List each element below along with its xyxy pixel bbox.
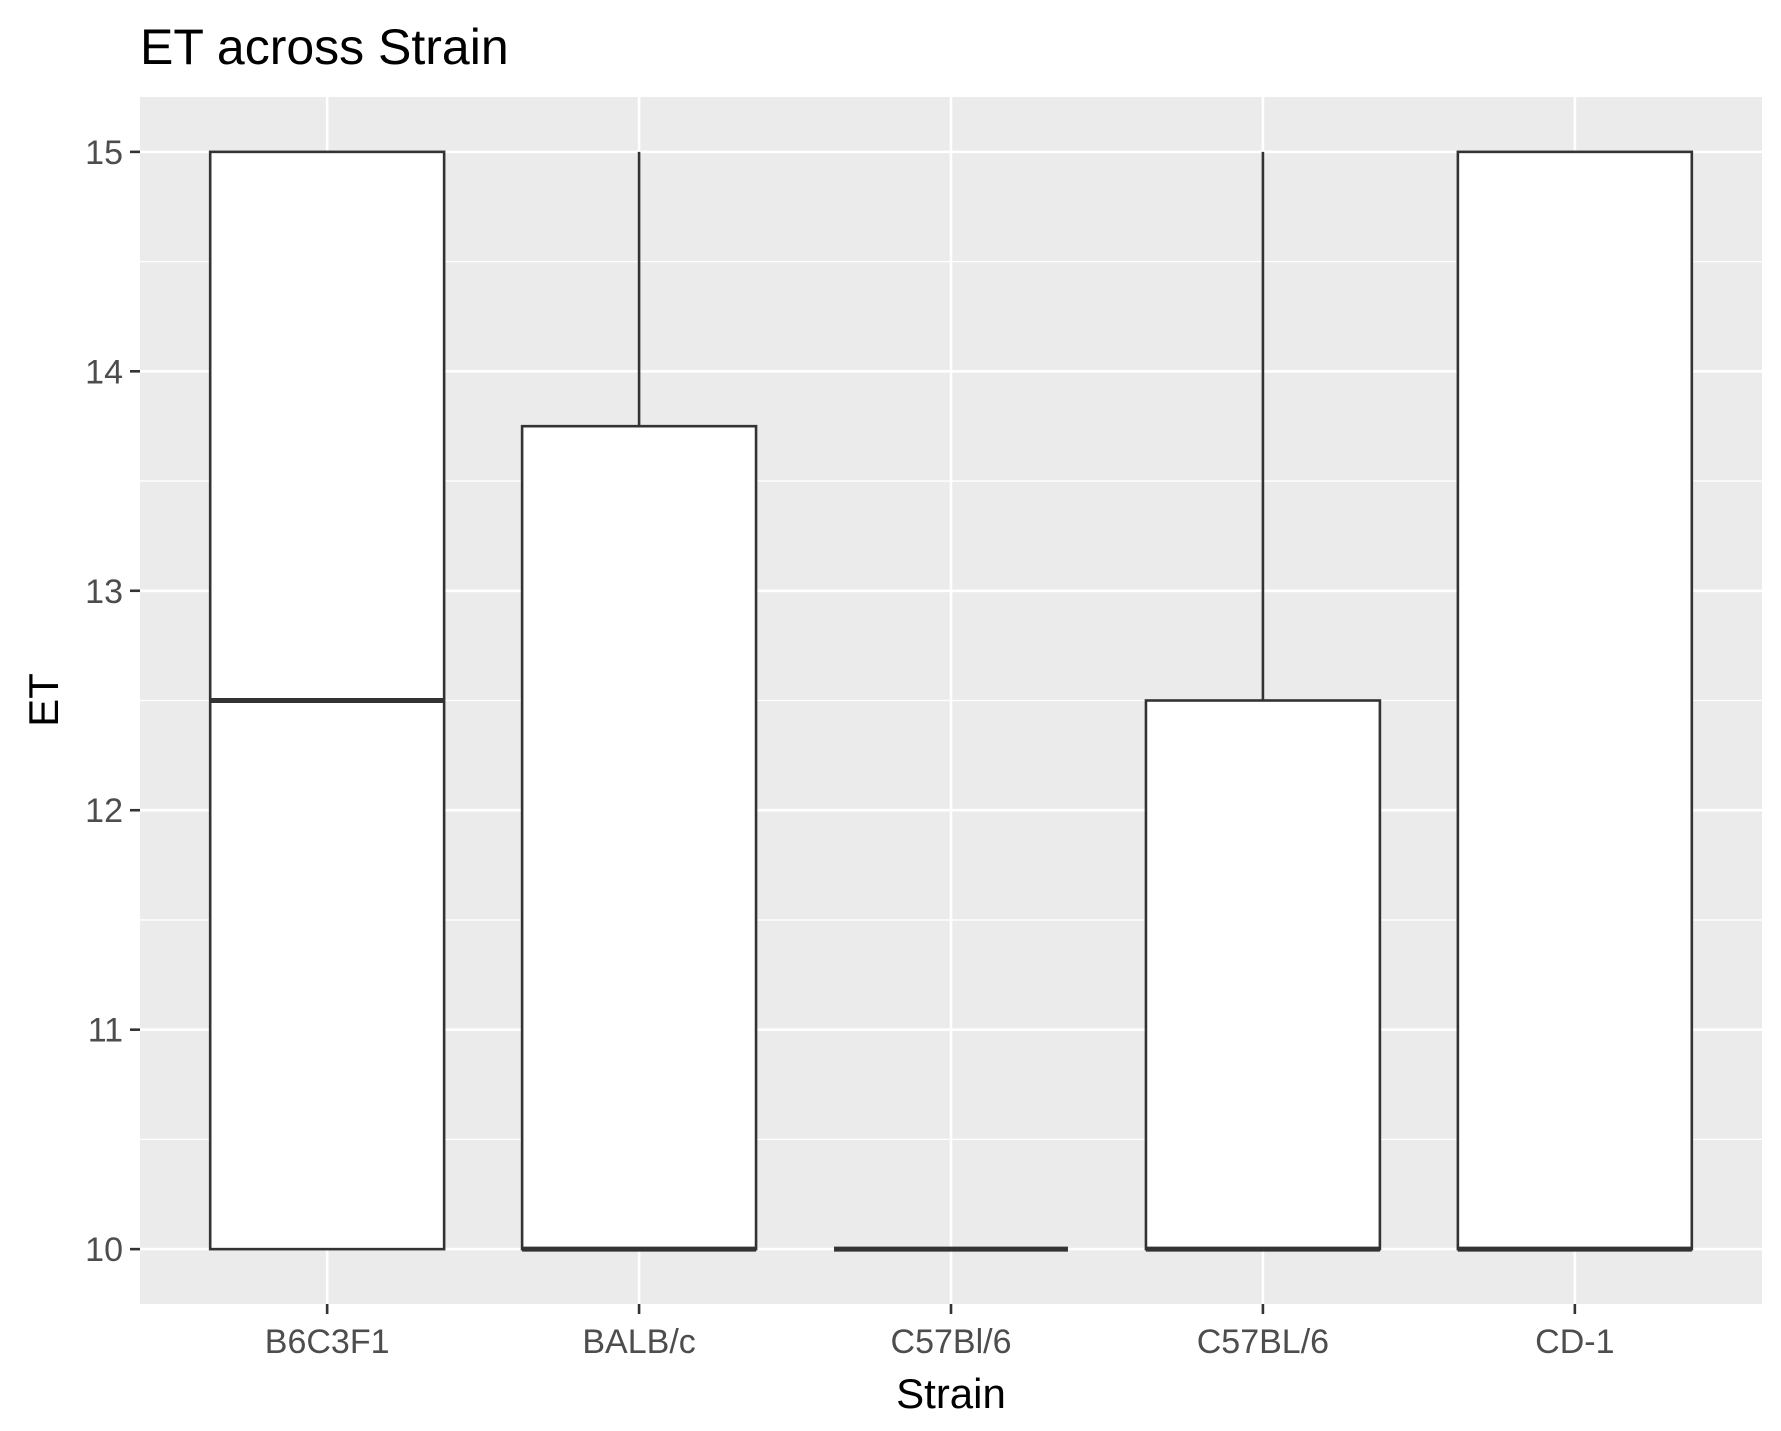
y-tick-label: 13 — [85, 573, 123, 611]
x-tick-label: C57Bl/6 — [891, 1323, 1012, 1361]
box-cd-1 — [1456, 150, 1694, 1252]
x-tick-label: CD-1 — [1535, 1323, 1614, 1361]
y-tick-label: 12 — [85, 792, 123, 830]
box-b6c3f1 — [208, 150, 446, 1251]
y-axis: 10 11 12 13 14 15 — [85, 134, 140, 1269]
x-tick-label: C57BL/6 — [1197, 1323, 1329, 1361]
y-tick-label: 14 — [85, 353, 123, 391]
box-c57bl-6 — [1144, 151, 1382, 1252]
x-tick-label: B6C3F1 — [265, 1323, 390, 1361]
box-body — [520, 424, 758, 1251]
y-axis-title: ET — [20, 673, 67, 727]
box-balb-c — [520, 151, 758, 1252]
y-tick-label: 15 — [85, 134, 123, 172]
x-tick-label: BALB/c — [582, 1323, 695, 1361]
y-tick-label: 11 — [88, 1012, 123, 1050]
chart-title: ET across Strain — [140, 19, 509, 75]
box-body — [1144, 699, 1382, 1251]
y-tick-label: 10 — [85, 1231, 123, 1269]
x-axis: B6C3F1 BALB/c C57Bl/6 C57BL/6 CD-1 — [265, 1304, 1615, 1361]
x-axis-title: Strain — [896, 1370, 1006, 1417]
box-body — [1456, 150, 1694, 1251]
box-series — [208, 150, 1694, 1252]
